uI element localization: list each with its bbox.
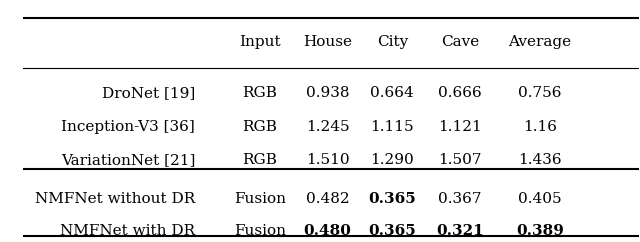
Text: 1.436: 1.436 <box>518 153 562 167</box>
Text: 0.664: 0.664 <box>371 86 414 100</box>
Text: City: City <box>377 35 408 49</box>
Text: Average: Average <box>509 35 572 49</box>
Text: 0.365: 0.365 <box>369 224 416 238</box>
Text: 0.938: 0.938 <box>306 86 349 100</box>
Text: NMFNet with DR: NMFNet with DR <box>60 224 195 238</box>
Text: RGB: RGB <box>243 153 277 167</box>
Text: 0.365: 0.365 <box>369 192 416 206</box>
Text: 0.666: 0.666 <box>438 86 482 100</box>
Text: 1.507: 1.507 <box>438 153 482 167</box>
Text: Input: Input <box>239 35 281 49</box>
Text: NMFNet without DR: NMFNet without DR <box>35 192 195 206</box>
Text: 1.16: 1.16 <box>523 120 557 134</box>
Text: 0.367: 0.367 <box>438 192 482 206</box>
Text: 0.756: 0.756 <box>518 86 562 100</box>
Text: 0.321: 0.321 <box>436 224 484 238</box>
Text: RGB: RGB <box>243 120 277 134</box>
Text: 1.121: 1.121 <box>438 120 482 134</box>
Text: 1.245: 1.245 <box>306 120 349 134</box>
Text: 1.290: 1.290 <box>371 153 414 167</box>
Text: 0.389: 0.389 <box>516 224 564 238</box>
Text: 1.510: 1.510 <box>306 153 349 167</box>
Text: 0.405: 0.405 <box>518 192 562 206</box>
Text: Fusion: Fusion <box>234 224 286 238</box>
Text: Cave: Cave <box>441 35 479 49</box>
Text: House: House <box>303 35 352 49</box>
Text: RGB: RGB <box>243 86 277 100</box>
Text: 1.115: 1.115 <box>371 120 414 134</box>
Text: 0.480: 0.480 <box>303 224 351 238</box>
Text: Inception-V3 [36]: Inception-V3 [36] <box>61 120 195 134</box>
Text: Fusion: Fusion <box>234 192 286 206</box>
Text: DroNet [19]: DroNet [19] <box>102 86 195 100</box>
Text: VariationNet [21]: VariationNet [21] <box>61 153 195 167</box>
Text: 0.482: 0.482 <box>306 192 349 206</box>
